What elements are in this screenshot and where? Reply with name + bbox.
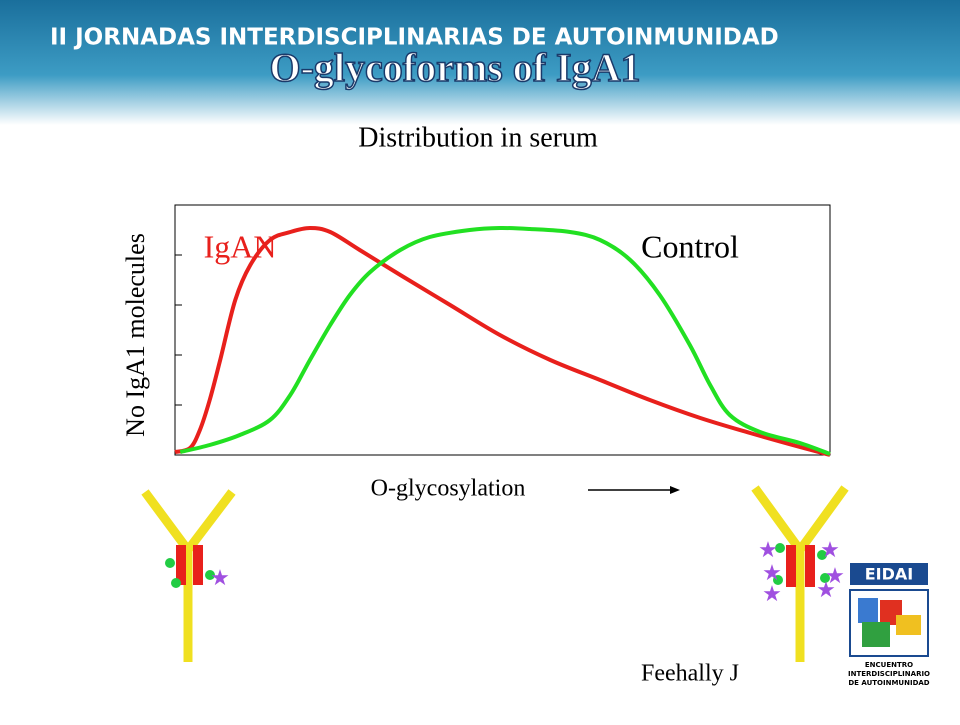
logo-line: INTERDISCIPLINARIO	[848, 670, 930, 678]
plot-frame	[174, 204, 831, 456]
series-label: IgAN	[204, 228, 277, 264]
svg-text:★: ★	[820, 537, 840, 562]
series-line	[179, 225, 831, 456]
logo-line: ENCUENTRO	[865, 661, 913, 669]
series-line	[174, 225, 831, 457]
logo-name-bg	[850, 563, 928, 585]
svg-text:★: ★	[210, 565, 230, 590]
series-label: Control	[641, 228, 739, 264]
banner: II JORNADAS INTERDISCIPLINARIAS DE AUTOI…	[50, 25, 779, 51]
svg-text:★: ★	[758, 537, 778, 562]
chart-subtitle: Distribution in serum	[358, 122, 598, 153]
banner-bg	[0, 0, 960, 125]
chart-title: O-glycoforms of IgA1	[269, 45, 640, 90]
logo-name: EIDAI	[865, 565, 914, 584]
arrow-head	[670, 486, 680, 494]
svg-text:★: ★	[816, 577, 836, 602]
logo-line: DE AUTOINMUNIDAD	[848, 679, 929, 687]
credit: Feehally J	[641, 661, 739, 687]
logo: EIDAI ENCUENTRO INTERDISCIPLINARIO DE AU…	[848, 563, 930, 687]
svg-text:★: ★	[825, 563, 845, 588]
antibody-right: ★★ ★★ ★★	[751, 485, 849, 662]
y-axis-label: No IgA1 molecules	[121, 233, 150, 437]
svg-text:★: ★	[762, 560, 782, 585]
antibody-left: ★	[141, 489, 236, 662]
x-axis-label: O-glycosylation	[371, 476, 526, 502]
svg-text:★: ★	[762, 581, 782, 606]
